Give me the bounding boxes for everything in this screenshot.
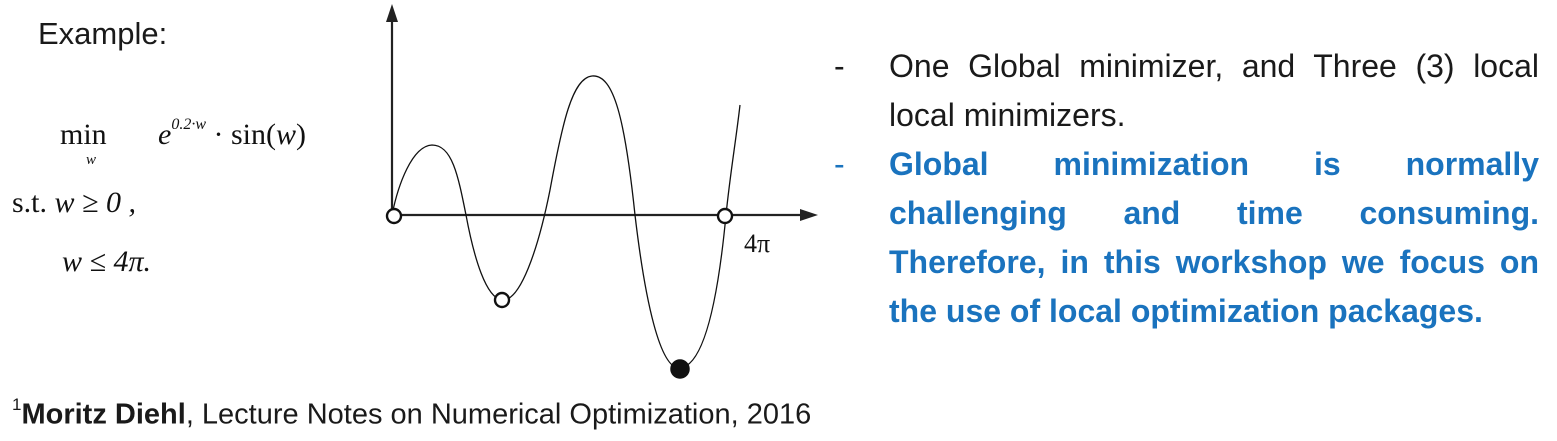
bullet-dash: - (834, 48, 845, 84)
local-minimizer-marker (493, 291, 511, 309)
footnote-marker: 1 (12, 395, 22, 414)
objective-close: ) (296, 118, 307, 151)
bullet-text: One Global minimizer, and Three (3) loca… (889, 48, 1539, 133)
objective-function: e0.2·w · sin(w) (158, 116, 307, 152)
constraint-2: w ≤ 4π. (62, 245, 152, 278)
footnote-citation: , Lecture Notes on Numerical Optimizatio… (185, 398, 812, 431)
objective-base: e (158, 118, 172, 151)
footnote: 1Moritz Diehl, Lecture Notes on Numerica… (12, 395, 812, 432)
objective-rest: · sin( (206, 118, 277, 151)
example-label: Example: (38, 16, 168, 51)
local-minimizer-marker (385, 207, 403, 225)
x-axis-arrowhead (800, 209, 818, 221)
st-label: s.t. (12, 186, 55, 219)
objective-exponent: 0.2·w (171, 116, 206, 133)
function-plot: 4π (385, 4, 818, 379)
constraint-1-text: w ≥ 0 , (54, 186, 136, 219)
footnote-author: Moritz Diehl (21, 398, 186, 431)
min-operator: min (60, 118, 107, 151)
objective-curve (391, 75, 741, 369)
x-tick-label: 4π (744, 229, 770, 258)
bullet-text: Global minimization is normally challeng… (889, 146, 1539, 329)
min-subscript: w (86, 152, 97, 168)
bullet-item: - One Global minimizer, and Three (3) lo… (834, 42, 1539, 140)
local-minimizer-marker (716, 207, 734, 225)
global-minimizer-marker (670, 359, 690, 379)
bullet-list: - One Global minimizer, and Three (3) lo… (834, 42, 1539, 336)
bullet-item-highlight: - Global minimization is normally challe… (834, 140, 1539, 336)
bullet-dash: - (834, 146, 845, 182)
objective-var: w (276, 118, 297, 151)
y-axis-arrowhead (386, 4, 398, 22)
constraint-1: s.t. w ≥ 0 , (12, 186, 136, 220)
